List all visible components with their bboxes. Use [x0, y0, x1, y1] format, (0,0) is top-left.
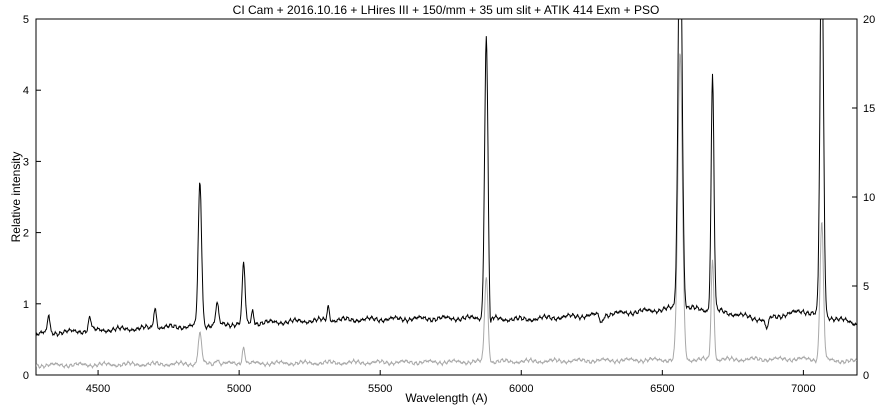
y-right-tick-label: 20	[863, 14, 875, 26]
y-left-tick-label: 4	[23, 85, 29, 97]
y-left-tick-label: 3	[23, 156, 29, 168]
y-left-tick-label: 2	[23, 228, 29, 240]
y-right-tick-label: 5	[863, 281, 869, 293]
y-left-tick-label: 5	[23, 14, 29, 26]
x-axis-label: Wavelength (A)	[405, 391, 487, 405]
series-line-left	[36, 19, 857, 338]
y-right-tick-label: 15	[863, 103, 875, 115]
x-tick-label: 5000	[227, 383, 251, 395]
y-axis-left: 0 1 2 3 4 5	[23, 14, 41, 382]
plot-frame	[35, 18, 858, 376]
x-tick-label: 4500	[86, 383, 110, 395]
x-axis: 4500 5000 5500 6000 6500 7000	[86, 370, 816, 395]
y-left-tick-label: 0	[23, 370, 29, 382]
y-axis-label: Relative intensity	[9, 152, 23, 243]
y-right-tick-label: 0	[863, 370, 869, 382]
y-right-tick-label: 10	[863, 192, 875, 204]
series-line-right	[36, 53, 857, 370]
series-layer	[36, 19, 857, 370]
x-tick-label: 5500	[368, 383, 392, 395]
chart-title: CI Cam + 2016.10.16 + LHires III + 150/m…	[233, 3, 660, 17]
x-tick-label: 7000	[791, 383, 815, 395]
y-axis-right: 0 5 10 15 20	[852, 14, 875, 382]
x-tick-label: 6000	[509, 383, 533, 395]
y-left-tick-label: 1	[23, 299, 29, 311]
x-tick-label: 6500	[650, 383, 674, 395]
